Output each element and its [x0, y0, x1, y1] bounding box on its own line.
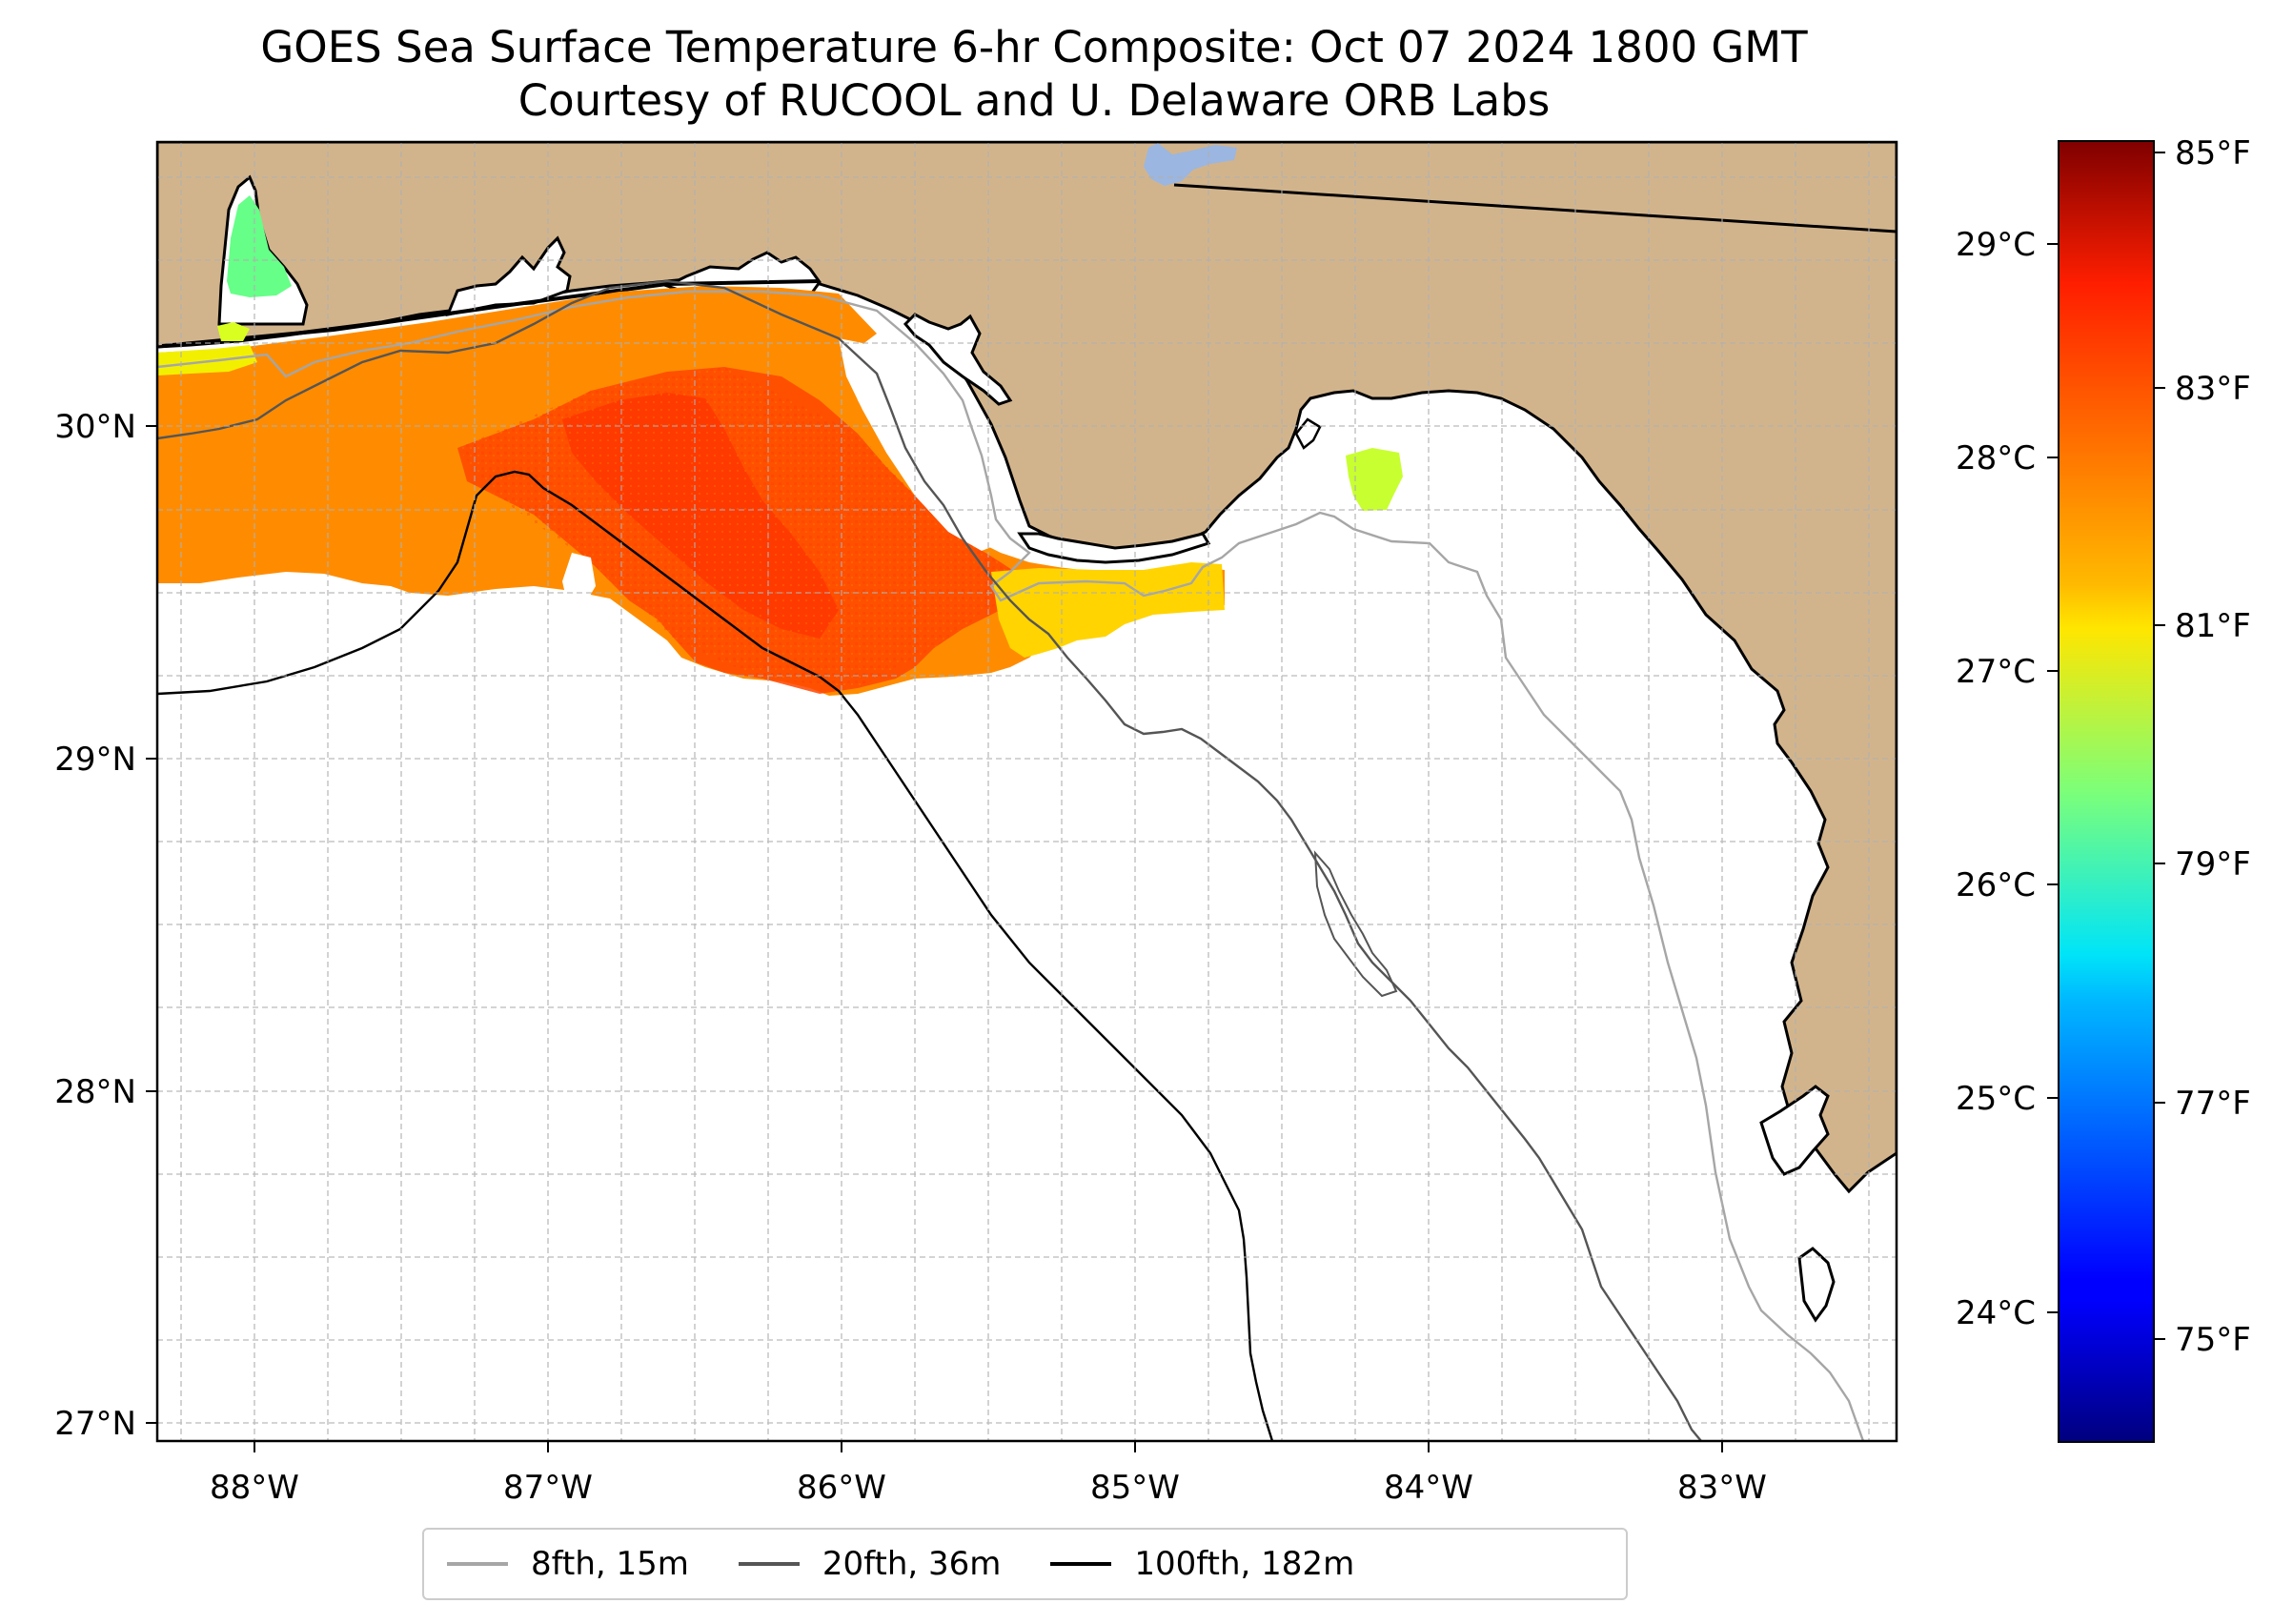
- colorbar-c-24: 24°C: [1956, 1294, 2036, 1332]
- isobath-8fth: [157, 290, 1865, 1441]
- legend-swatch-20fth: [738, 1562, 800, 1566]
- lon-label-83w: 83°W: [1677, 1469, 1767, 1507]
- lat-label-27n: 27°N: [54, 1405, 136, 1443]
- cloud-gap: [839, 338, 1001, 551]
- legend-item-8fth: 8fth, 15m: [447, 1545, 689, 1583]
- lat-label-30n: 30°N: [54, 408, 136, 446]
- colorbar-f-75: 75°F: [2175, 1321, 2251, 1359]
- colorbar-ticks: [2047, 152, 2165, 1340]
- sst-yellowgreen-sliver: [217, 322, 250, 341]
- lat-label-29n: 29°N: [54, 741, 136, 779]
- title-line-1: GOES Sea Surface Temperature 6-hr Compos…: [260, 22, 1808, 72]
- colorbar-f-79: 79°F: [2175, 845, 2251, 883]
- legend-item-100fth: 100fth, 182m: [1050, 1545, 1354, 1583]
- map-title: GOES Sea Surface Temperature 6-hr Compos…: [0, 21, 2068, 128]
- colorbar-c-28: 28°C: [1956, 439, 2036, 477]
- charlotte-harbor: [1797, 1247, 1836, 1323]
- colorbar-f-81: 81°F: [2175, 607, 2251, 645]
- lon-label-88w: 88°W: [210, 1469, 299, 1507]
- colorbar-c-26: 26°C: [1956, 866, 2036, 904]
- isobath-20fth: [157, 279, 1702, 1441]
- pensacola-bay: [445, 235, 572, 317]
- legend-label-20fth: 20fth, 36m: [822, 1545, 1002, 1583]
- colorbar-f-77: 77°F: [2175, 1085, 2251, 1123]
- legend-label-8fth: 8fth, 15m: [531, 1545, 689, 1583]
- colorbar-c-29: 29°C: [1956, 226, 2036, 264]
- cloud-gap-2: [562, 553, 596, 610]
- axis-ticks: [146, 425, 1723, 1452]
- sst-speckle: [457, 367, 1029, 688]
- colorbar-c-27: 27°C: [1956, 653, 2036, 691]
- sst-lime-patch-bigbend: [1346, 448, 1403, 511]
- st-andrews-bay: [903, 313, 1013, 406]
- legend-swatch-8fth: [447, 1562, 508, 1566]
- colorbar-f-85: 85°F: [2175, 134, 2251, 173]
- isobath-legend: 8fth, 15m 20fth, 36m 100fth, 182m: [422, 1528, 1628, 1600]
- isobath-20fth-bigbend-detail: [1313, 850, 1398, 998]
- legend-label-100fth: 100fth, 182m: [1134, 1545, 1355, 1583]
- barrier-island-line: [161, 279, 821, 348]
- lon-label-85w: 85°W: [1090, 1469, 1180, 1507]
- lake-patch: [1144, 143, 1237, 186]
- isobath-100fth: [157, 470, 1274, 1441]
- tampa-bay: [1759, 1085, 1830, 1176]
- map-gridlines: [157, 142, 1897, 1441]
- legend-swatch-100fth: [1050, 1562, 1112, 1566]
- lon-label-87w: 87°W: [503, 1469, 593, 1507]
- map-frame: [155, 140, 1898, 1443]
- colorbar-f-83: 83°F: [2175, 370, 2251, 408]
- lon-label-84w: 84°W: [1384, 1469, 1473, 1507]
- colorbar-c-25: 25°C: [1956, 1080, 2036, 1118]
- title-line-2: Courtesy of RUCOOL and U. Delaware ORB L…: [517, 75, 1551, 126]
- sst-yellow-west: [157, 345, 257, 376]
- apalachicola-bay: [1017, 532, 1211, 564]
- legend-item-20fth: 20fth, 36m: [738, 1545, 1002, 1583]
- colorbar: [2058, 140, 2155, 1443]
- state-border: [1173, 183, 1897, 233]
- lat-label-28n: 28°N: [54, 1073, 136, 1111]
- lon-label-86w: 86°W: [797, 1469, 886, 1507]
- sst-green-patch-mobile: [227, 195, 292, 297]
